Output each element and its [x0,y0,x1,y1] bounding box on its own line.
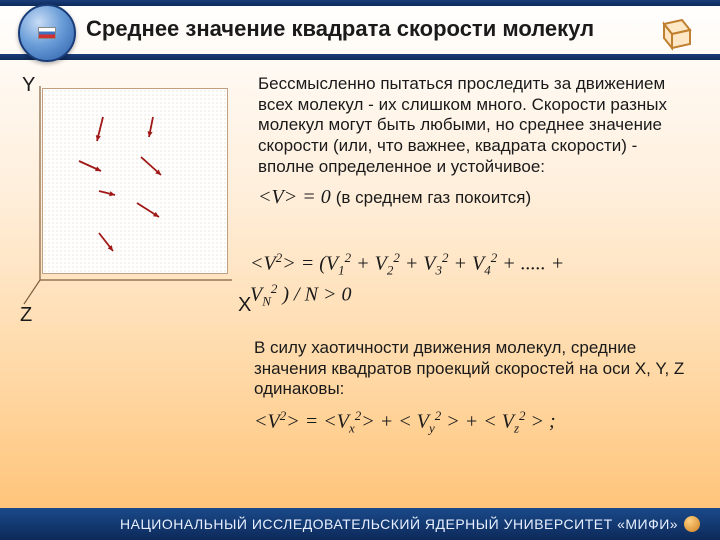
formula2-line2: VN2 ) / N > 0 [250,281,698,310]
footer-bar: НАЦИОНАЛЬНЫЙ ИССЛЕДОВАТЕЛЬСКИЙ ЯДЕРНЫЙ У… [0,508,720,540]
formula-projections: <V2> = <Vx2> + < Vy2 > + < Vz2 > ; [254,408,698,437]
formula1-lhs: <V> = 0 [258,186,331,208]
footer-university-name: НАЦИОНАЛЬНЫЙ ИССЛЕДОВАТЕЛЬСКИЙ ЯДЕРНЫЙ У… [120,516,678,532]
university-emblem [18,4,76,62]
cube-icon [652,10,696,54]
content-area: Y Z X Бессмысленно пытаться проследить з… [0,60,720,219]
formula-mean-square: <V2> = (V12 + V22 + V32 + V42 + ..... + … [250,250,698,319]
header: Среднее значение квадрата скорости молек… [0,6,720,52]
molecule-box-diagram [42,88,228,274]
lower-text-block: В силу хаотичности движения молекул, сре… [254,338,698,447]
formula-mean-velocity: <V> = 0 (в среднем газ покоится) [258,186,698,209]
formula2-line1: <V2> = (V12 + V22 + V32 + V42 + ..... + [250,250,698,279]
z-axis-label: Z [20,304,32,327]
projections-paragraph: В силу хаотичности движения молекул, сре… [254,338,698,400]
text-column: Бессмысленно пытаться проследить за движ… [252,74,698,219]
russia-flag-icon [38,27,56,39]
formula1-note: (в среднем газ покоится) [336,188,531,207]
page-title: Среднее значение квадрата скорости молек… [86,16,594,42]
footer-dot-icon [684,516,700,532]
y-axis-label: Y [22,74,35,97]
diagram-column: Y Z X [22,74,252,219]
velocity-arrows [43,89,229,275]
intro-paragraph: Бессмысленно пытаться проследить за движ… [258,74,698,178]
